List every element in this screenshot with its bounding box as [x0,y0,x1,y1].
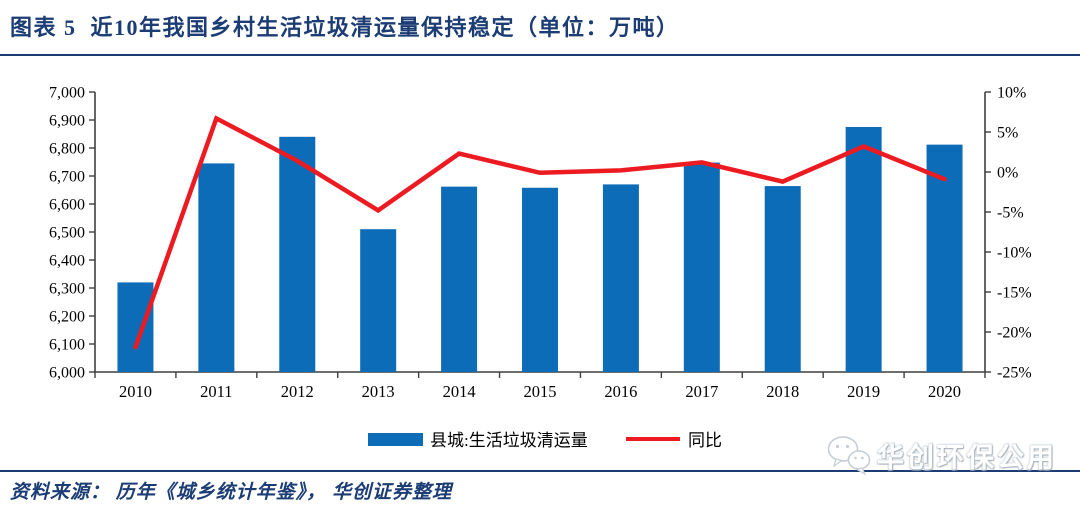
bar-2018 [764,186,801,372]
left-axis-tick-label: 6,300 [49,281,85,298]
x-axis-category-label: 2012 [281,382,314,401]
line-series [133,115,947,350]
x-axis-category-label: 2014 [443,382,476,401]
right-axis-tick-label: 10% [997,85,1026,102]
combo-chart: 7,000 6,900 6,800 6,700 6,600 6,500 6,400 6,300… [49,85,1032,451]
bar-series [117,127,963,372]
right-axis-tick-label: 5% [997,125,1018,142]
left-axis-tick-label: 6,900 [49,113,85,130]
legend-line-label: 同比 [688,431,722,450]
figure-title: 图表 5 近10年我国乡村生活垃圾清运量保持稳定（单位：万吨） [10,15,680,40]
bar-2013 [360,229,397,372]
bar-2010 [117,282,154,372]
left-axis-tick-label: 6,500 [49,225,85,242]
left-axis-tick-label: 6,700 [49,169,85,186]
left-axis-tick-label: 6,600 [49,197,85,214]
right-axis-tick-label: -20% [997,325,1032,342]
x-axis-category-label: 2018 [766,382,799,401]
bar-2014 [441,186,478,372]
bar-2011 [198,163,235,372]
bar-2020 [926,144,963,372]
x-axis-category-label: 2015 [524,382,557,401]
chart-legend: 县城:生活垃圾清运量 同比 [368,431,722,450]
left-axis-tick-label: 7,000 [49,85,85,102]
watermark: 华创环保公用 [826,434,1057,476]
bottom-divider [0,470,1080,472]
legend-bar-label: 县城:生活垃圾清运量 [430,431,588,450]
x-axis-category-label: 2020 [928,382,961,401]
left-axis-tick-label: 6,100 [49,337,85,354]
x-axis-category-label: 2016 [604,382,637,401]
right-axis-tick-label: -5% [997,205,1024,222]
left-axis-tick-label: 6,800 [49,141,85,158]
axis-labels: 7,000 6,900 6,800 6,700 6,600 6,500 6,400 6,300… [49,85,1032,402]
right-axis-tick-label: 0% [997,165,1018,182]
bar-2017 [683,162,720,372]
bar-2012 [279,136,316,372]
right-axis-tick-label: -10% [997,245,1032,262]
x-axis-category-label: 2019 [847,382,880,401]
legend-bar-swatch [368,433,423,446]
left-axis-tick-label: 6,200 [49,309,85,326]
x-axis-category-label: 2017 [685,382,718,401]
x-axis-category-label: 2011 [200,382,232,401]
left-axis-tick-label: 6,000 [49,365,85,382]
bar-2016 [602,184,639,372]
x-axis-category-label: 2010 [119,382,152,401]
watermark-label: 华创环保公用 [877,442,1057,473]
right-axis-tick-label: -15% [997,285,1032,302]
bar-2015 [522,187,558,372]
source-note: 资料来源： 历年《城乡统计年鉴》， 华创证券整理 [10,482,453,503]
left-axis-tick-label: 6,400 [49,253,85,270]
x-axis-category-label: 2013 [362,382,395,401]
wechat-icon [827,436,871,476]
bar-2019 [845,127,882,372]
top-divider [0,54,1080,56]
right-axis-tick-label: -25% [997,365,1032,382]
yoy-line-path [133,115,947,350]
